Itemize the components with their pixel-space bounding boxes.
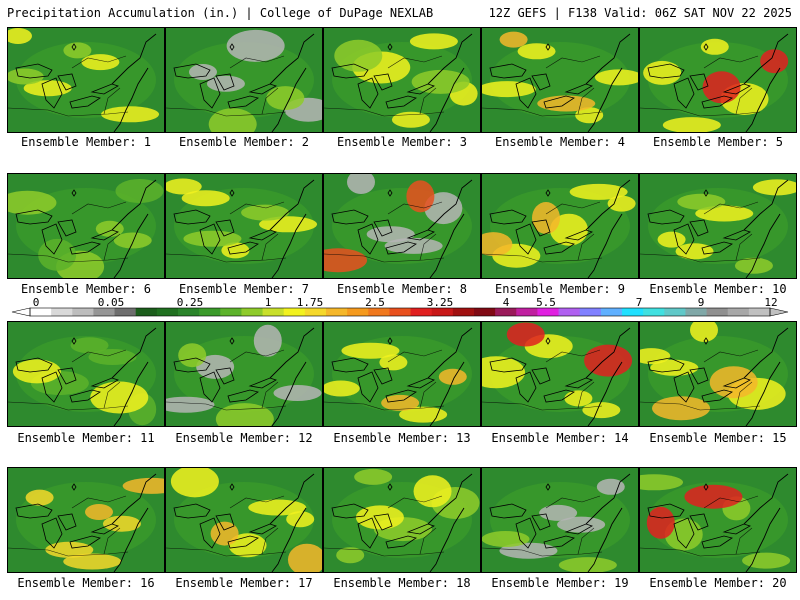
- colorbar-swatch: [220, 308, 242, 316]
- ensemble-member-label: Ensemble Member: 2: [178, 135, 310, 149]
- ensemble-member-label: Ensemble Member: 20: [649, 576, 787, 590]
- colorbar-swatch: [516, 308, 538, 316]
- precipitation-colorbar: 0 0.05 0.25 1 1.75 2.5 3.25 4 5.5 7 9 12: [8, 296, 792, 322]
- colorbar-tick-label: 7: [636, 296, 643, 309]
- ensemble-map-panel: [323, 321, 481, 427]
- colorbar-tick-label: 1: [265, 296, 272, 309]
- ensemble-map-panel: [165, 27, 323, 133]
- colorbar-tick-label: 0.25: [177, 296, 204, 309]
- ensemble-map-panel: [7, 27, 165, 133]
- colorbar-tick-label: 5.5: [536, 296, 556, 309]
- ensemble-map-panel: [639, 321, 797, 427]
- colorbar-swatch: [410, 308, 433, 316]
- ensemble-member-label: Ensemble Member: 14: [491, 431, 629, 445]
- ensemble-member-label: Ensemble Member: 1: [20, 135, 152, 149]
- colorbar-swatch: [643, 308, 665, 316]
- ensemble-map-panel: [165, 321, 323, 427]
- header-run-info: 12Z GEFS | F138 Valid: 06Z SAT NOV 22 20…: [488, 6, 792, 20]
- ensemble-map-panel: [481, 173, 639, 279]
- ensemble-map-panel: [639, 173, 797, 279]
- colorbar-swatch: [30, 308, 52, 316]
- colorbar-swatch: [664, 308, 686, 316]
- header-title: Precipitation Accumulation (in.) | Colle…: [7, 6, 434, 20]
- colorbar-tick-label: 2.5: [365, 296, 385, 309]
- ensemble-member-label: Ensemble Member: 13: [333, 431, 471, 445]
- colorbar-swatch: [748, 308, 771, 316]
- ensemble-member-label: Ensemble Member: 12: [175, 431, 313, 445]
- ensemble-member-label: Ensemble Member: 4: [494, 135, 626, 149]
- colorbar-swatch: [452, 308, 475, 316]
- ensemble-member-label: Ensemble Member: 3: [336, 135, 468, 149]
- ensemble-map-panel: [639, 27, 797, 133]
- colorbar-tick-label: 3.25: [427, 296, 454, 309]
- ensemble-map-panel: [7, 321, 165, 427]
- colorbar-swatch: [135, 308, 158, 316]
- colorbar-right-arrow: [769, 307, 789, 317]
- colorbar-left-arrow: [11, 307, 31, 317]
- ensemble-map-panel: [323, 173, 481, 279]
- colorbar-swatch: [72, 308, 94, 316]
- ensemble-map-panel: [7, 467, 165, 573]
- ensemble-map-panel: [639, 467, 797, 573]
- ensemble-map-panel: [323, 467, 481, 573]
- colorbar-swatch: [241, 308, 264, 316]
- colorbar-tick-label: 4: [503, 296, 510, 309]
- colorbar-swatch: [283, 308, 306, 316]
- colorbar-tick-label: 0.05: [98, 296, 125, 309]
- colorbar-swatch: [558, 308, 581, 316]
- ensemble-map-panel: [7, 173, 165, 279]
- ensemble-map-panel: [165, 467, 323, 573]
- colorbar-swatch: [389, 308, 412, 316]
- ensemble-map-panel: [481, 27, 639, 133]
- ensemble-map-panel: [481, 467, 639, 573]
- colorbar-swatch: [93, 308, 116, 316]
- colorbar-swatch: [304, 308, 327, 316]
- colorbar-tick-label: 1.75: [297, 296, 324, 309]
- colorbar-swatch: [368, 308, 390, 316]
- colorbar-swatch: [600, 308, 623, 316]
- colorbar-swatch: [727, 308, 750, 316]
- colorbar-swatch: [622, 308, 644, 316]
- colorbar-tick-label: 0: [33, 296, 40, 309]
- colorbar-swatch: [579, 308, 602, 316]
- ensemble-member-label: Ensemble Member: 8: [336, 282, 468, 296]
- colorbar-swatch: [326, 308, 348, 316]
- ensemble-map-panel: [165, 173, 323, 279]
- ensemble-member-label: Ensemble Member: 6: [20, 282, 152, 296]
- ensemble-member-label: Ensemble Member: 9: [494, 282, 626, 296]
- ensemble-member-label: Ensemble Member: 11: [17, 431, 155, 445]
- colorbar-swatch: [706, 308, 729, 316]
- ensemble-member-label: Ensemble Member: 7: [178, 282, 310, 296]
- colorbar-tick-label: 9: [698, 296, 705, 309]
- colorbar-swatch: [347, 308, 369, 316]
- colorbar-swatch: [537, 308, 560, 316]
- colorbar-swatch: [156, 308, 179, 316]
- colorbar-swatch: [178, 308, 200, 316]
- ensemble-member-label: Ensemble Member: 5: [652, 135, 784, 149]
- ensemble-member-label: Ensemble Member: 18: [333, 576, 471, 590]
- ensemble-member-label: Ensemble Member: 17: [175, 576, 313, 590]
- colorbar-swatch: [495, 308, 517, 316]
- colorbar-swatch: [114, 308, 137, 316]
- ensemble-map-panel: [323, 27, 481, 133]
- colorbar-swatch: [51, 308, 73, 316]
- colorbar-swatch: [199, 308, 221, 316]
- colorbar-tick-label: 12: [764, 296, 777, 309]
- ensemble-member-label: Ensemble Member: 19: [491, 576, 629, 590]
- ensemble-member-label: Ensemble Member: 10: [649, 282, 787, 296]
- colorbar-swatch: [262, 308, 285, 316]
- colorbar-swatch: [431, 308, 454, 316]
- ensemble-member-label: Ensemble Member: 16: [17, 576, 155, 590]
- ensemble-map-panel: [481, 321, 639, 427]
- ensemble-member-label: Ensemble Member: 15: [649, 431, 787, 445]
- colorbar-swatch: [474, 308, 496, 316]
- colorbar-swatch: [685, 308, 708, 316]
